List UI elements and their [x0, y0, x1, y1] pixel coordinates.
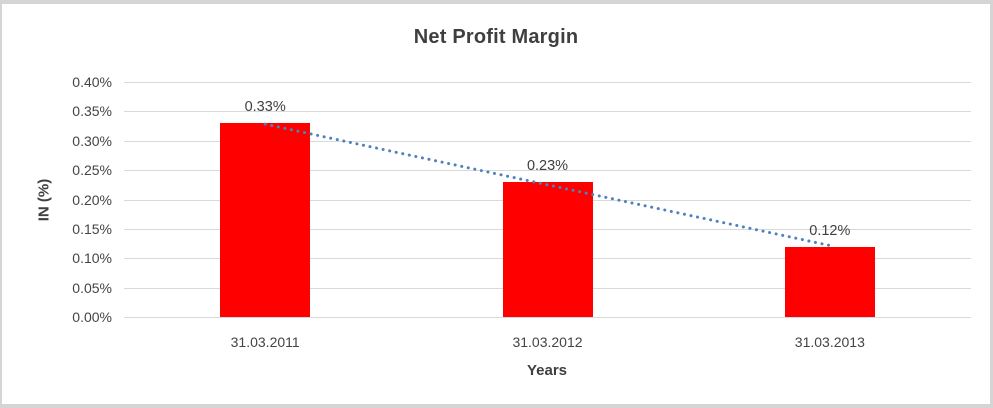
data-label: 0.33% [244, 99, 286, 116]
bar-31.03.2013 [784, 246, 875, 317]
gridline [124, 170, 971, 172]
chart-title: Net Profit Margin [413, 26, 579, 48]
x-tick-label: 31.03.2013 [794, 334, 865, 350]
trendline [263, 122, 832, 247]
plot-area: 0.33% 0.23% 0.12% [124, 82, 971, 318]
x-tick-label: 31.03.2012 [512, 334, 583, 350]
data-label: 0.12% [809, 222, 851, 239]
gridline [124, 82, 971, 83]
y-tick-label: 0.15% [72, 220, 112, 237]
y-tick-label: 0.00% [72, 309, 112, 325]
y-tick-label: 0.25% [72, 162, 112, 179]
y-tick-label: 0.20% [72, 191, 112, 208]
x-tick-label: 31.03.2011 [230, 334, 300, 350]
y-tick-label: 0.30% [72, 132, 112, 149]
gridline [124, 317, 971, 318]
bar-31.03.2012 [502, 181, 593, 317]
y-tick-label: 0.05% [72, 279, 112, 296]
gridline [124, 111, 971, 113]
y-tick-label: 0.35% [72, 103, 112, 120]
bar-31.03.2011 [220, 123, 311, 317]
x-axis-title: Years [526, 362, 568, 379]
y-tick-label: 0.40% [72, 74, 112, 90]
data-label: 0.23% [526, 157, 569, 174]
y-tick-label: 0.10% [72, 250, 112, 267]
gridline [124, 140, 971, 142]
